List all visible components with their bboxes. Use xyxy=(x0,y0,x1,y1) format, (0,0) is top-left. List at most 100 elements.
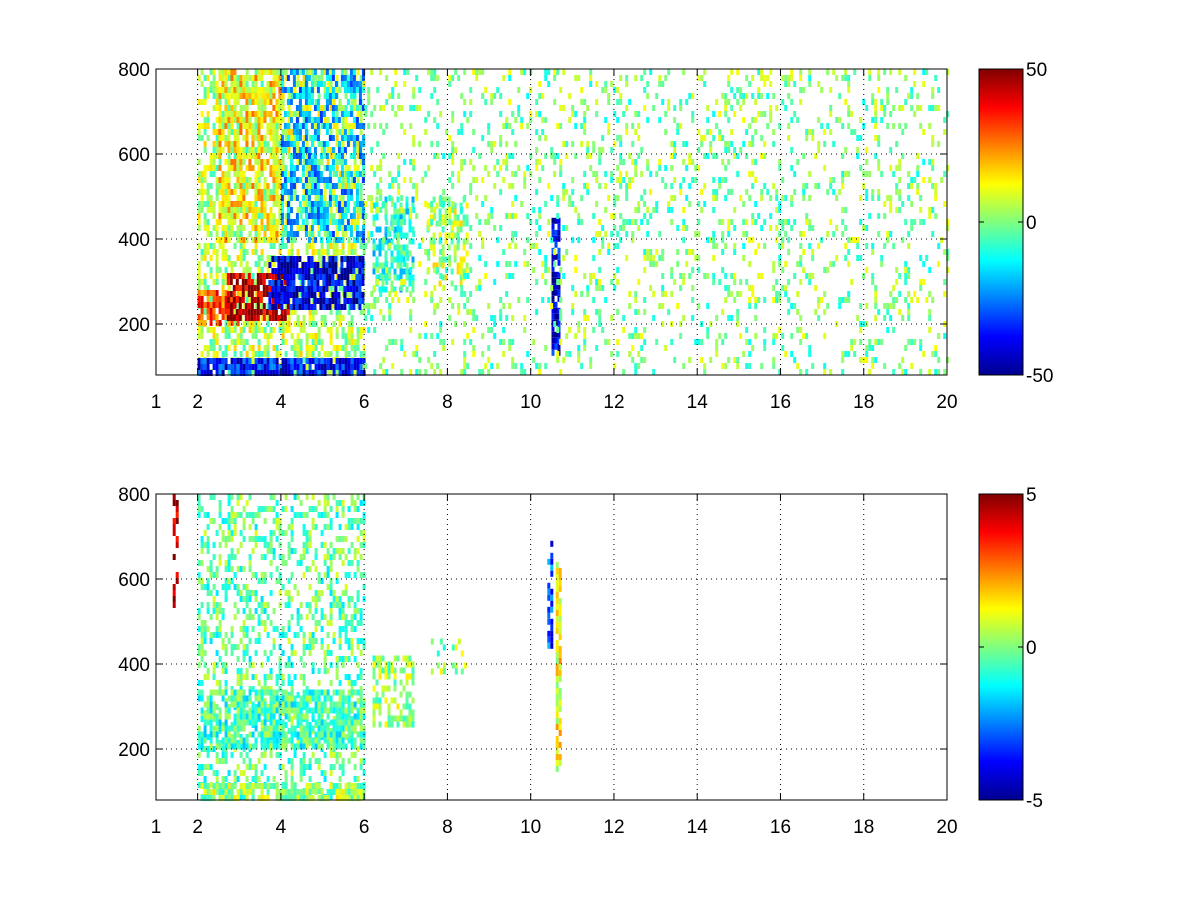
heatmap-cell xyxy=(295,298,299,304)
heatmap-cell xyxy=(450,280,454,287)
heatmap-cell xyxy=(592,297,596,303)
heatmap-cell xyxy=(739,291,743,297)
heatmap-cell xyxy=(281,370,285,376)
heatmap-cell xyxy=(275,358,279,364)
heatmap-cell xyxy=(203,358,207,364)
heatmap-cell xyxy=(200,370,204,376)
heatmap-cell xyxy=(362,243,366,249)
heatmap-cell xyxy=(850,339,854,345)
heatmap-cell xyxy=(298,87,302,93)
heatmap-cell xyxy=(350,123,354,129)
heatmap-cell xyxy=(308,177,312,183)
heatmap-cell xyxy=(311,69,315,75)
heatmap-cell xyxy=(610,279,614,285)
heatmap-cell xyxy=(646,207,650,213)
heatmap-cell xyxy=(242,123,246,129)
heatmap-cell xyxy=(346,99,350,105)
heatmap-cell xyxy=(409,213,413,219)
heatmap-cell xyxy=(215,219,219,225)
heatmap-cell xyxy=(568,351,572,357)
heatmap-cell xyxy=(313,304,317,310)
heatmap-cell xyxy=(396,262,400,269)
heatmap-cell xyxy=(344,105,348,111)
heatmap-cell xyxy=(532,357,536,363)
heatmap-cell xyxy=(583,123,587,129)
heatmap-cell xyxy=(340,274,344,280)
heatmap-cell xyxy=(796,117,800,123)
heatmap-cell xyxy=(283,183,287,189)
heatmap-cell xyxy=(290,364,294,370)
heatmap-cell xyxy=(331,292,335,298)
heatmap-cell xyxy=(634,207,638,213)
heatmap-cell xyxy=(353,201,357,207)
heatmap-cell xyxy=(269,207,273,213)
heatmap-cell xyxy=(679,321,683,327)
heatmap-cell xyxy=(493,279,497,285)
heatmap-cell xyxy=(595,201,599,207)
heatmap-cell xyxy=(378,286,382,293)
heatmap-cell xyxy=(454,285,458,291)
heatmap-cell xyxy=(329,69,333,75)
heatmap-cell xyxy=(670,219,674,225)
heatmap-cell xyxy=(209,231,213,237)
heatmap-cell xyxy=(433,369,437,375)
heatmap-cell xyxy=(721,159,725,165)
heatmap-cell xyxy=(313,292,317,298)
heatmap-cell xyxy=(685,165,689,171)
heatmap-cell xyxy=(286,292,290,298)
heatmap-cell xyxy=(892,243,896,249)
heatmap-cell xyxy=(385,75,389,81)
heatmap-cell xyxy=(233,147,237,153)
heatmap-cell xyxy=(409,327,413,333)
heatmap-cell xyxy=(349,195,353,201)
heatmap-cell xyxy=(508,213,512,219)
heatmap-cell xyxy=(676,129,680,135)
heatmap-cell xyxy=(242,225,246,231)
heatmap-cell xyxy=(355,135,359,141)
heatmap-cell xyxy=(248,165,252,171)
heatmap-cell xyxy=(320,105,324,111)
heatmap-cell xyxy=(823,333,827,339)
heatmap-cell xyxy=(409,123,413,129)
heatmap-cell xyxy=(823,369,827,375)
heatmap-cell xyxy=(457,75,461,81)
heatmap-cell xyxy=(465,238,469,245)
heatmap-cell xyxy=(346,87,350,93)
heatmap-cell xyxy=(724,177,728,183)
heatmap-cell xyxy=(344,358,348,364)
heatmap-cell xyxy=(379,105,383,111)
heatmap-cell xyxy=(287,327,291,333)
heatmap-cell xyxy=(218,153,222,159)
heatmap-cell xyxy=(397,183,401,189)
heatmap-cell xyxy=(254,153,258,159)
heatmap-cell xyxy=(799,75,803,81)
heatmap-cell xyxy=(341,105,345,111)
heatmap-cell xyxy=(253,285,257,291)
heatmap-cell xyxy=(332,201,336,207)
heatmap-cell xyxy=(335,364,339,370)
heatmap-cell xyxy=(278,207,282,213)
heatmap-cell xyxy=(438,232,442,239)
heatmap-cell xyxy=(314,123,318,129)
heatmap-cell xyxy=(715,345,719,351)
heatmap-cell xyxy=(724,165,728,171)
heatmap-cell xyxy=(847,105,851,111)
heatmap-cell xyxy=(469,111,473,117)
heatmap-cell xyxy=(329,285,333,291)
heatmap-cell xyxy=(541,93,545,99)
heatmap-cell xyxy=(505,141,509,147)
heatmap-cell xyxy=(487,141,491,147)
heatmap-cell xyxy=(362,345,366,351)
heatmap-cell xyxy=(943,333,947,339)
heatmap-cell xyxy=(670,291,674,297)
heatmap-cell xyxy=(286,213,290,219)
heatmap-cell xyxy=(224,183,228,189)
heatmap-cell xyxy=(298,159,302,165)
heatmap-cell xyxy=(895,183,899,189)
heatmap-cell xyxy=(595,81,599,87)
heatmap-cell xyxy=(307,237,311,243)
heatmap-cell xyxy=(559,315,563,321)
heatmap-cell xyxy=(721,135,725,141)
heatmap-cell xyxy=(372,220,376,227)
heatmap-cell xyxy=(269,237,273,243)
